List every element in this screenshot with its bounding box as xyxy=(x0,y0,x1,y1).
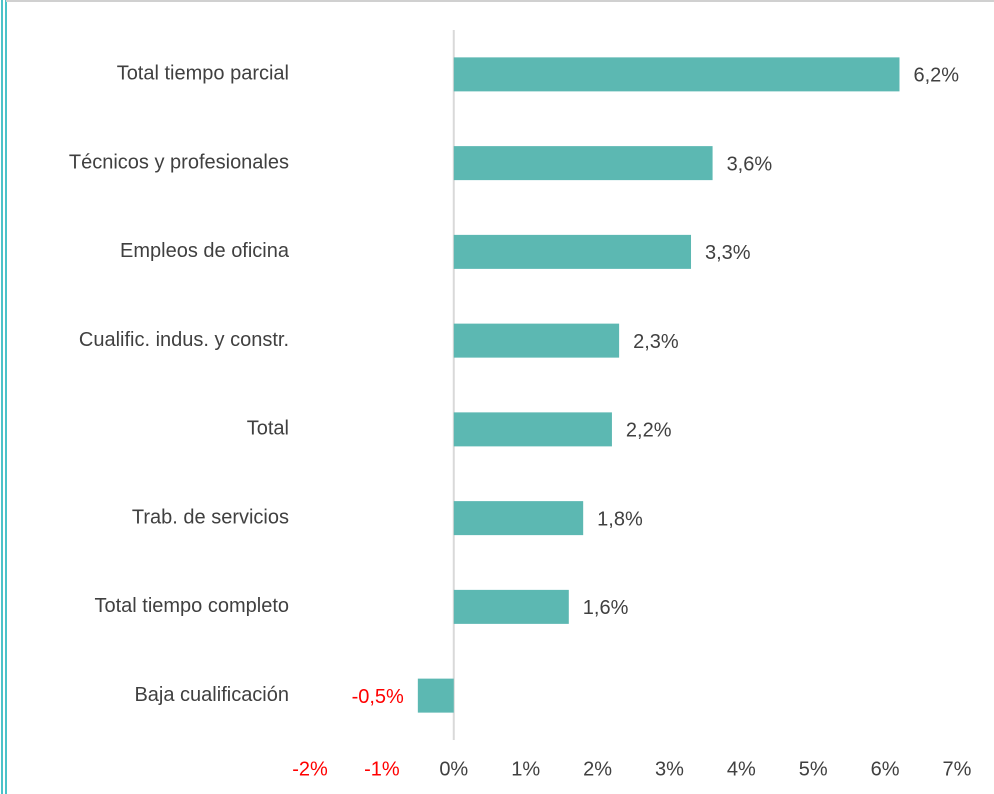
bar xyxy=(453,412,612,447)
x-tick-label: 5% xyxy=(799,758,828,780)
value-label: 3,3% xyxy=(705,242,751,264)
x-tick-label: 2% xyxy=(583,758,612,780)
value-label: 2,2% xyxy=(626,420,672,442)
value-label: 1,8% xyxy=(597,508,643,530)
x-tick-label: 6% xyxy=(871,758,900,780)
value-label: 2,3% xyxy=(633,331,679,353)
x-tick-label: 1% xyxy=(511,758,540,780)
x-tick-label: 0% xyxy=(439,758,468,780)
x-tick-label: 3% xyxy=(655,758,684,780)
value-label: -0,5% xyxy=(352,686,404,708)
y-tick-label: Total tiempo parcial xyxy=(117,63,289,85)
y-tick-label: Trab. de servicios xyxy=(132,506,289,528)
y-tick-label: Total xyxy=(247,418,289,440)
value-label: 3,6% xyxy=(727,153,773,175)
y-tick-label: Técnicos y profesionales xyxy=(69,151,289,173)
x-tick-label: 4% xyxy=(727,758,756,780)
bar xyxy=(453,57,900,92)
y-tick-label: Cualific. indus. y constr. xyxy=(79,329,289,351)
x-tick-label: 7% xyxy=(943,758,972,780)
bar xyxy=(453,501,584,536)
bar xyxy=(453,323,620,358)
value-label: 1,6% xyxy=(583,597,629,619)
bar xyxy=(453,589,569,624)
bar xyxy=(453,234,692,269)
x-tick-label: -1% xyxy=(364,758,400,780)
y-tick-label: Total tiempo completo xyxy=(94,595,289,617)
y-tick-label: Baja cualificación xyxy=(134,684,289,706)
bar xyxy=(417,678,454,713)
y-tick-label: Empleos de oficina xyxy=(120,240,290,262)
x-tick-label: -2% xyxy=(292,758,328,780)
bar xyxy=(453,146,713,181)
value-label: 6,2% xyxy=(913,65,959,87)
